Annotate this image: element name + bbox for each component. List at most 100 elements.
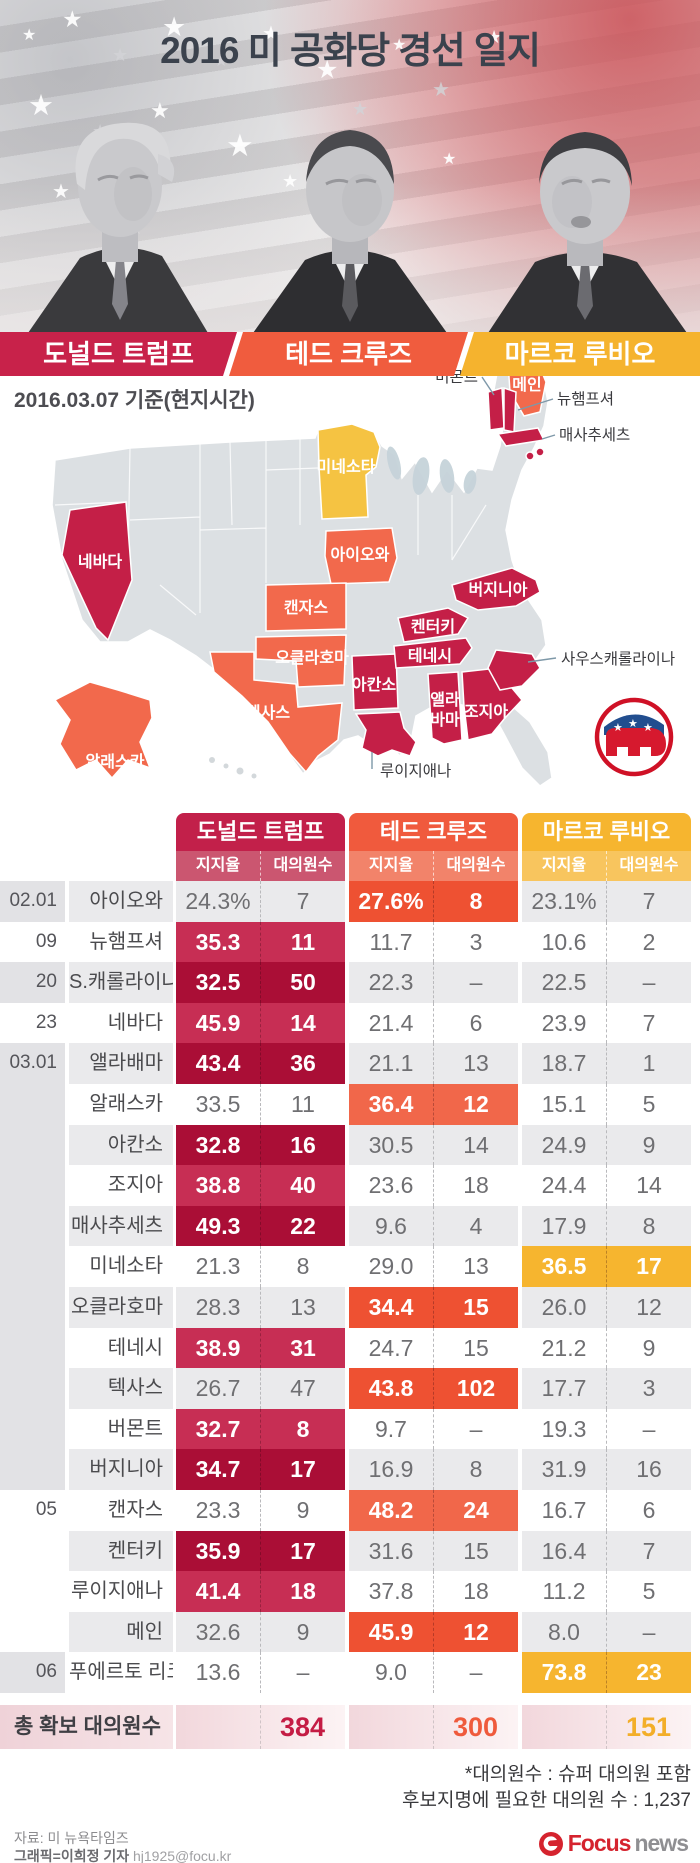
cruz-delegates: 12 xyxy=(433,1083,518,1125)
trump-delegates: 13 xyxy=(260,1286,345,1328)
rubio-cells: 18.7 1 xyxy=(522,1043,691,1084)
state-south-carolina xyxy=(487,649,541,691)
namebar-rubio: 마르코 루비오 xyxy=(460,332,700,376)
rubio-delegates: 5 xyxy=(606,1571,691,1612)
row-date xyxy=(0,1449,65,1490)
trump-delegates: 14 xyxy=(260,1002,345,1044)
row-state: 캔자스 xyxy=(107,1498,163,1521)
col-delegates: 대의원수 xyxy=(606,851,691,881)
cruz-cells: 11.7 3 xyxy=(349,921,518,963)
row-date xyxy=(0,1205,65,1247)
trump-support: 35.9 xyxy=(195,1537,241,1564)
cruz-delegates: – xyxy=(433,1408,518,1450)
trump-cells: 32.7 8 xyxy=(176,1408,345,1450)
state-kansas xyxy=(265,582,347,632)
table-row: 버지니아 34.7 17 16.9 8 31.9 16 xyxy=(0,1449,700,1490)
cruz-delegates: 14 xyxy=(433,1124,518,1166)
table-row: 미네소타 21.3 8 29.0 13 36.5 17 xyxy=(0,1246,700,1287)
map-label-texas: 텍사스 xyxy=(246,704,290,722)
brand-focus: Focus xyxy=(567,1830,632,1856)
table-row: 알래스카 33.5 11 36.4 12 15.1 5 xyxy=(0,1083,700,1125)
gop-logo: ★ ★ ★ xyxy=(594,697,674,777)
rubio-delegates: 17 xyxy=(606,1246,691,1287)
rubio-support: 73.8 xyxy=(541,1659,587,1686)
state-vermont xyxy=(487,387,505,431)
state-kentucky xyxy=(397,607,470,643)
state-massachusetts xyxy=(496,427,546,447)
trump-support: 35.3 xyxy=(195,928,241,955)
map-label-new-hampshire: 뉴햄프셔 xyxy=(557,390,614,408)
cruz-support: 9.0 xyxy=(375,1659,407,1686)
row-state: 미네소타 xyxy=(89,1255,163,1278)
trump-delegates: 40 xyxy=(260,1165,345,1206)
cruz-cells: 24.7 15 xyxy=(349,1327,518,1369)
row-date xyxy=(0,1327,65,1369)
focus-news-icon xyxy=(538,1831,563,1856)
cruz-delegates: 15 xyxy=(433,1530,518,1572)
table-row: 메인 32.6 9 45.9 12 8.0 – xyxy=(0,1611,700,1653)
trump-support: 13.6 xyxy=(195,1659,241,1686)
trump-cells: 38.8 40 xyxy=(176,1165,345,1206)
cruz-cells: 37.8 18 xyxy=(349,1571,518,1612)
col-support: 지지율 xyxy=(195,857,241,874)
map-label-virginia: 버지니아 xyxy=(469,581,528,599)
table-row: 02.01 아이오와 24.3% 7 27.6% 8 23.1% 7 xyxy=(0,881,700,922)
cruz-cells: 21.4 6 xyxy=(349,1002,518,1044)
cruz-delegates: 4 xyxy=(433,1205,518,1247)
trump-cells: 35.3 11 xyxy=(176,921,345,963)
rubio-delegates: 7 xyxy=(606,1530,691,1572)
rubio-cells: 26.0 12 xyxy=(522,1286,691,1328)
rubio-support: 23.1% xyxy=(531,888,597,914)
trump-cells: 41.4 18 xyxy=(176,1571,345,1612)
total-trump-segment: 384 xyxy=(176,1705,345,1749)
trump-delegates: 9 xyxy=(260,1489,345,1531)
col-delegates: 대의원수 xyxy=(260,851,345,881)
cruz-delegates: 18 xyxy=(433,1571,518,1612)
table-row: 06 푸에르토 리코 13.6 – 9.0 – 73.8 23 xyxy=(0,1652,700,1693)
map-label-iowa: 아이오와 xyxy=(331,546,390,564)
rubio-delegates: 16 xyxy=(606,1449,691,1490)
footnotes: *대의원수 : 슈퍼 대의원 포함 후보지명에 필요한 대의원 수 : 1,23… xyxy=(402,1762,691,1814)
massachusetts-callout-line xyxy=(541,434,556,440)
row-date xyxy=(0,1368,65,1409)
rubio-cells: 22.5 – xyxy=(522,962,691,1003)
cruz-delegates: 3 xyxy=(433,921,518,963)
row-date xyxy=(0,1530,65,1572)
rubio-delegates: 7 xyxy=(606,1002,691,1044)
rubio-support: 24.9 xyxy=(541,1131,587,1158)
cruz-delegates: 24 xyxy=(433,1489,518,1531)
row-date xyxy=(0,1124,65,1166)
trump-states xyxy=(61,386,546,757)
rubio-support: 31.9 xyxy=(541,1456,587,1483)
table-row: 버몬트 32.7 8 9.7 – 19.3 – xyxy=(0,1408,700,1450)
cruz-delegates: 15 xyxy=(433,1286,518,1328)
subheader-cruz: 지지율 대의원수 xyxy=(349,851,518,881)
great-lakes xyxy=(386,446,477,495)
row-state: 버몬트 xyxy=(107,1417,163,1440)
total-cruz: 300 xyxy=(452,1712,499,1742)
trump-delegates: – xyxy=(260,1652,345,1693)
rubio-delegates: 3 xyxy=(606,1368,691,1409)
rubio-support: 26.0 xyxy=(541,1293,587,1320)
row-date: 03.01 xyxy=(0,1043,65,1084)
map-label-nevada: 네바다 xyxy=(78,553,122,571)
trump-support: 33.5 xyxy=(195,1090,241,1117)
trump-support: 41.4 xyxy=(195,1578,241,1605)
map-label-louisiana: 루이지애나 xyxy=(380,762,451,780)
table-row: 05 캔자스 23.3 9 48.2 24 16.7 6 xyxy=(0,1489,700,1531)
cruz-delegates: 18 xyxy=(433,1165,518,1206)
hero-flag-section: ★ ★ ★ ★ ★ ★ ★ ★ ★ ★ ★ ★ ★ ★ ★ ★ ★ ★ ★ ★ … xyxy=(0,0,700,332)
cruz-cells: 23.6 18 xyxy=(349,1165,518,1206)
map-label-south-carolina: 사우스캐롤라이나 xyxy=(561,650,675,668)
rubio-support: 8.0 xyxy=(548,1618,580,1645)
trump-support: 43.4 xyxy=(195,1050,241,1077)
cruz-delegates: 8 xyxy=(433,1449,518,1490)
trump-delegates: 18 xyxy=(260,1571,345,1612)
row-date xyxy=(0,1611,65,1653)
new-hampshire-callout-line xyxy=(517,398,554,411)
row-state: 루이지애나 xyxy=(71,1580,163,1603)
row-state: 텍사스 xyxy=(69,1368,173,1409)
state-rhode-island xyxy=(535,447,545,457)
south-carolina-callout-line xyxy=(527,657,557,663)
